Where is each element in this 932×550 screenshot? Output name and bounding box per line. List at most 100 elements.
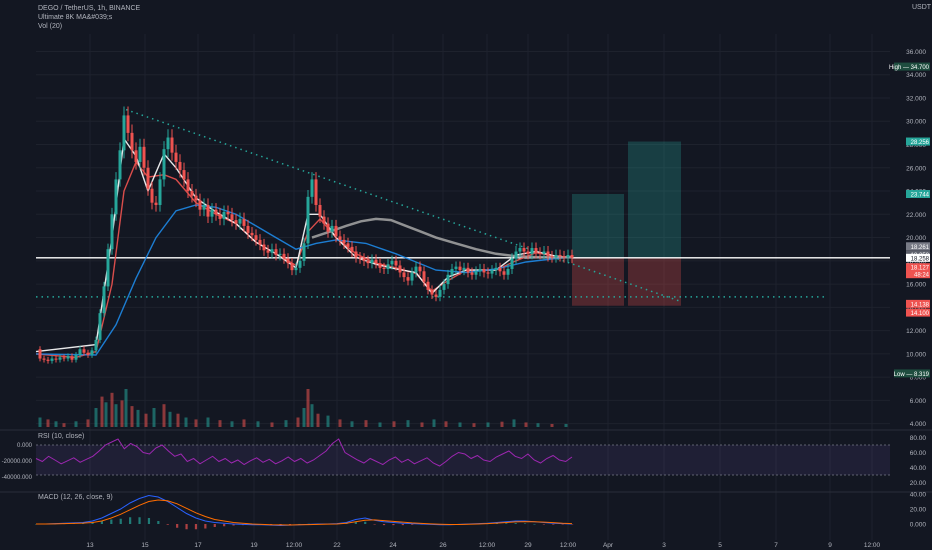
- rsi-right-tick: 80.00: [910, 435, 927, 442]
- candle-body: [166, 137, 170, 150]
- candle-body: [350, 246, 354, 252]
- symbol-line[interactable]: DEGO / TetherUS, 1h, BINANCE: [38, 5, 141, 12]
- indicator-vol-label[interactable]: Vol (20): [38, 23, 63, 30]
- candle-body: [490, 270, 494, 274]
- candle-body: [306, 196, 310, 244]
- candle-body: [302, 243, 306, 261]
- time-tick-label: 12:00: [864, 542, 881, 549]
- time-tick-label: 13: [86, 542, 94, 549]
- price-badge-text: 48:24: [914, 273, 930, 279]
- candle-body: [190, 191, 194, 196]
- candle-body: [498, 267, 502, 272]
- candle-body: [50, 358, 54, 361]
- candle-body: [170, 137, 174, 153]
- price-badge: [894, 369, 930, 378]
- volume-bar: [184, 417, 188, 427]
- time-tick-label: 17: [194, 542, 202, 549]
- price-badge: [906, 253, 930, 262]
- volume-bars: [38, 389, 568, 427]
- candle-body: [342, 239, 346, 244]
- macd-histogram-bar: [561, 524, 564, 525]
- candle-body: [530, 248, 534, 254]
- candle-body: [266, 250, 270, 253]
- macd-histogram-bar: [194, 524, 198, 530]
- price-badge: [906, 308, 930, 317]
- candle-body: [486, 272, 490, 274]
- volume-bar: [524, 422, 528, 427]
- macd-histogram-bar: [514, 523, 517, 524]
- volume-bar: [500, 421, 504, 427]
- price-badge-text: 28.256: [911, 140, 930, 146]
- macd-histogram-bar: [392, 524, 395, 526]
- candle-body: [510, 258, 514, 269]
- volume-bar: [256, 421, 260, 427]
- candle-body: [162, 149, 166, 180]
- macd-right-tick: 0.000: [910, 522, 927, 529]
- macd-histogram-bar: [354, 521, 357, 524]
- candle-body: [174, 152, 178, 162]
- macd-histogram-bar: [505, 523, 508, 524]
- candle-body: [418, 266, 422, 272]
- volume-bar: [104, 402, 108, 427]
- candle-body: [194, 195, 198, 201]
- candle-body: [494, 267, 498, 271]
- candle-body: [238, 218, 242, 224]
- candle-body: [86, 352, 90, 356]
- indicator-ma-label[interactable]: Ultimate 8K MA&#039;s: [38, 14, 113, 21]
- price-tick-label: 32.000: [906, 95, 926, 102]
- price-tick-label: 18.000: [906, 258, 926, 265]
- candle-body: [406, 277, 410, 281]
- macd-histogram-bar: [166, 524, 169, 525]
- candle-body: [534, 248, 538, 253]
- price-tick-label: 12.000: [906, 328, 926, 335]
- candle-body: [182, 170, 186, 180]
- candle-body: [402, 272, 406, 278]
- rsi-left-tick: -40000.000: [2, 475, 33, 481]
- candle-body: [150, 188, 154, 203]
- macd-histogram-bar: [552, 524, 555, 525]
- candle-body: [42, 358, 46, 360]
- candle-body: [318, 204, 322, 217]
- candle-body: [254, 235, 258, 240]
- time-tick-label: 22: [333, 542, 341, 549]
- rsi-title[interactable]: RSI (10, close): [38, 433, 85, 440]
- candle-body: [330, 225, 334, 232]
- volume-bar: [296, 417, 300, 427]
- volume-bar: [310, 404, 314, 427]
- macd-signal-line: [36, 499, 573, 526]
- candle-body: [54, 358, 58, 360]
- volume-bar: [230, 421, 234, 427]
- macd-histogram-bar: [523, 523, 527, 524]
- time-tick-label: 12:00: [479, 542, 496, 549]
- candle-body: [94, 339, 98, 351]
- candle-body: [474, 271, 478, 275]
- price-tick-label: 26.000: [906, 165, 926, 172]
- candle-body: [278, 253, 282, 256]
- volume-bar: [144, 413, 148, 427]
- price-badge-text: Low — 8.319: [894, 372, 930, 378]
- macd-line: [36, 494, 573, 527]
- candle-body: [186, 179, 190, 192]
- candle-body: [246, 225, 250, 233]
- candle-body: [550, 256, 554, 258]
- price-badge: [894, 62, 930, 71]
- candle-body: [62, 357, 66, 359]
- candle-body: [102, 286, 106, 314]
- macd-histogram-bar: [138, 517, 141, 524]
- candle-body: [538, 252, 542, 254]
- candle-body: [346, 243, 350, 247]
- macd-title[interactable]: MACD (12, 26, close, 9): [38, 494, 113, 501]
- volume-bar: [512, 419, 516, 427]
- price-tick-label: 16.000: [906, 282, 926, 289]
- candle-body: [290, 263, 294, 271]
- candle-body: [222, 211, 226, 219]
- candle-body: [374, 259, 378, 264]
- candle-body: [562, 256, 566, 258]
- position-target-zone: [572, 194, 624, 258]
- rsi-band: [36, 445, 890, 475]
- candle-body: [46, 359, 50, 361]
- time-axis: 13 15 17 19 12:00 22 24 26 12:00 29 12:00 Apr 3 5 7 9 12…: [86, 542, 880, 549]
- macd-histogram-bar: [185, 524, 188, 530]
- volume-bar: [124, 389, 128, 427]
